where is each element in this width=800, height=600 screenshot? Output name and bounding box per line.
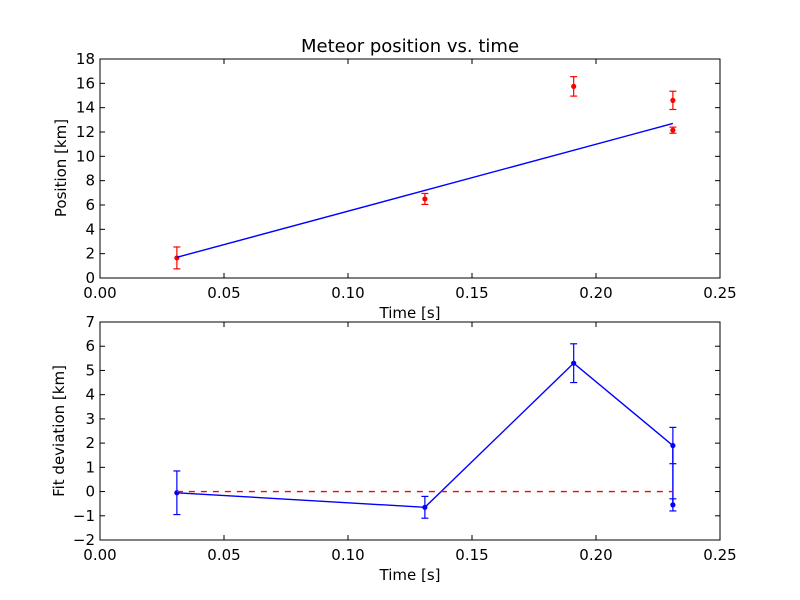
position-chart: Meteor position vs. time 0.00 0.05 0.10 0.1…	[52, 36, 737, 322]
x-tick-label: 0.25	[703, 284, 736, 302]
data-point	[571, 83, 577, 89]
data-point	[422, 504, 428, 510]
data-point	[670, 97, 676, 103]
y-tick-label: −1	[73, 507, 95, 525]
chart-title: Meteor position vs. time	[301, 36, 519, 57]
deviation-ticks: 0.00 0.05 0.10 0.15 0.20 0.25 −2 −1 0 1 2 3 4 5 6 7	[73, 313, 737, 564]
y-tick-label: 0	[85, 269, 95, 287]
x-tick-label: 0.25	[703, 546, 736, 564]
x-tick-label: 0.20	[579, 546, 612, 564]
x-tick-label: 0.10	[331, 284, 364, 302]
y-tick-label: 1	[85, 458, 95, 476]
deviation-chart: 0.00 0.05 0.10 0.15 0.20 0.25 −2 −1 0 1 2 3 4 5 6 7 Tim…	[50, 313, 737, 584]
y-tick-label: 12	[76, 123, 95, 141]
x-axis-label: Time [s]	[379, 304, 441, 322]
data-point	[670, 442, 676, 449]
data-point	[422, 196, 428, 202]
plot-frame	[99, 58, 721, 279]
y-axis-label: Position [km]	[52, 119, 70, 217]
data-point	[571, 360, 577, 366]
x-tick-label: 0.00	[83, 546, 116, 564]
y-tick-label: 2	[85, 245, 95, 263]
y-tick-label: 10	[76, 147, 95, 165]
x-tick-label: 0.15	[455, 284, 488, 302]
y-tick-label: 6	[85, 196, 95, 214]
y-tick-label: 8	[85, 172, 95, 190]
x-tick-label: 0.05	[207, 284, 240, 302]
y-tick-label: 6	[85, 337, 95, 355]
data-point	[670, 127, 676, 133]
y-tick-label: 3	[85, 410, 95, 428]
series-line	[176, 122, 674, 258]
plot-frame	[99, 321, 721, 541]
y-tick-label: 2	[85, 434, 95, 452]
data-point	[670, 502, 676, 508]
y-tick-label: 18	[76, 50, 95, 68]
position-marks	[173, 76, 677, 270]
x-axis-label: Time [s]	[379, 566, 441, 584]
y-tick-label: 4	[85, 220, 95, 238]
y-tick-label: −2	[73, 531, 95, 549]
y-tick-label: 14	[76, 99, 95, 117]
y-tick-label: 16	[76, 74, 95, 92]
y-tick-label: 7	[85, 313, 95, 331]
deviation-marks	[173, 343, 677, 519]
x-tick-label: 0.10	[331, 546, 364, 564]
y-tick-label: 0	[85, 483, 95, 501]
x-tick-label: 0.00	[83, 284, 116, 302]
position-ticks: 0.00 0.05 0.10 0.15 0.20 0.25 0 2 4 6 8 10 12 14 16 18	[76, 50, 737, 302]
y-axis-label: Fit deviation [km]	[50, 365, 68, 497]
x-tick-label: 0.05	[207, 546, 240, 564]
x-tick-label: 0.20	[579, 284, 612, 302]
x-tick-label: 0.15	[455, 546, 488, 564]
y-tick-label: 4	[85, 386, 95, 404]
y-tick-label: 5	[85, 361, 95, 379]
